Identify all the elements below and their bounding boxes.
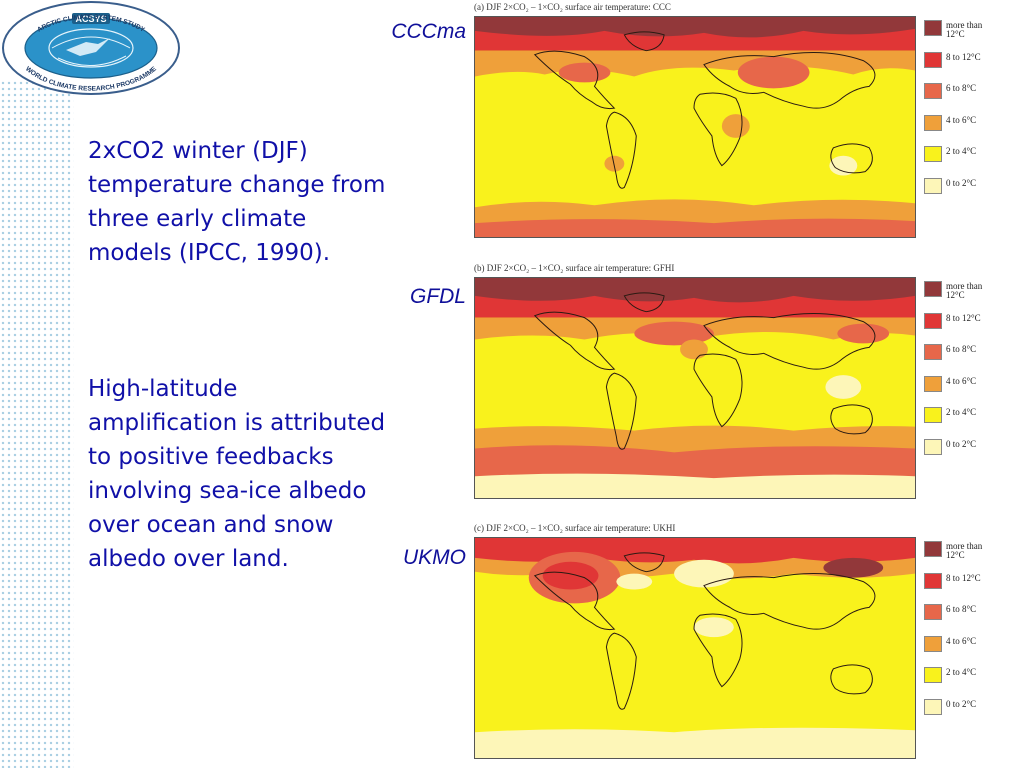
legend-label: 4 to 6°C xyxy=(946,635,977,646)
legend-swatch xyxy=(924,20,942,36)
legend-item-6-8: 6 to 8°C xyxy=(924,604,994,636)
legend-swatch xyxy=(924,344,942,360)
legend-swatch xyxy=(924,572,942,589)
legend-swatch xyxy=(924,51,942,68)
legend-item-6-8: 6 to 8°C xyxy=(924,344,994,376)
legend-label: 8 to 12°C xyxy=(946,312,981,323)
model-label-ukmo: UKMO xyxy=(403,546,466,569)
panel-title: (b) DJF 2×CO₂ – 1×CO₂ surface air temper… xyxy=(474,263,675,273)
description-paragraph: 2xCO2 winter (DJF) temperature change fr… xyxy=(88,138,386,266)
logo-center-text: ACSYS xyxy=(75,14,106,24)
legend-label: 4 to 6°C xyxy=(946,114,977,125)
legend-item-0-2: 0 to 2°C xyxy=(924,438,994,471)
legend-item-8-12: 8 to 12°C xyxy=(924,312,994,345)
model-label-gfdl: GFDL xyxy=(409,285,466,308)
legend-item-4-6: 4 to 6°C xyxy=(924,114,994,147)
legend-swatch xyxy=(924,83,942,99)
legend-swatch xyxy=(924,541,942,557)
legend-item-12p: more than 12°C xyxy=(924,20,994,52)
legend-label: 6 to 8°C xyxy=(946,83,977,93)
legend-swatch xyxy=(924,114,942,131)
legend-swatch xyxy=(924,698,942,715)
legend-label: 6 to 8°C xyxy=(946,344,977,354)
legend-label: 2 to 4°C xyxy=(946,146,977,156)
legend-item-4-6: 4 to 6°C xyxy=(924,635,994,668)
legend-label: 6 to 8°C xyxy=(946,604,977,614)
legend-item-12p: more than 12°C xyxy=(924,541,994,573)
explanation-paragraph: High-latitude amplification is attribute… xyxy=(88,376,386,572)
temperature-map xyxy=(474,537,916,759)
legend: more than 12°C 8 to 12°C 6 to 8°C 4 to 6… xyxy=(924,281,994,470)
legend: more than 12°C 8 to 12°C 6 to 8°C 4 to 6… xyxy=(924,541,994,730)
legend-label: 0 to 2°C xyxy=(946,698,977,709)
legend-swatch xyxy=(924,146,942,162)
legend-label: 2 to 4°C xyxy=(946,407,977,417)
legend-item-6-8: 6 to 8°C xyxy=(924,83,994,115)
temperature-map xyxy=(474,277,916,499)
legend-swatch xyxy=(924,281,942,297)
legend-item-12p: more than 12°C xyxy=(924,281,994,313)
legend-swatch xyxy=(924,438,942,455)
map-panel-ukhi: (c) DJF 2×CO₂ – 1×CO₂ surface air temper… xyxy=(472,523,992,759)
map-panel-ccc: (a) DJF 2×CO₂ – 1×CO₂ surface air temper… xyxy=(472,2,992,238)
legend-item-2-4: 2 to 4°C xyxy=(924,146,994,178)
legend-swatch xyxy=(924,635,942,652)
legend-item-2-4: 2 to 4°C xyxy=(924,667,994,699)
legend-label: 8 to 12°C xyxy=(946,572,981,583)
legend-swatch xyxy=(924,375,942,392)
model-label-cccma: CCCma xyxy=(391,20,466,43)
legend-label: more than 12°C xyxy=(946,281,983,300)
legend-item-0-2: 0 to 2°C xyxy=(924,177,994,210)
legend-label: more than 12°C xyxy=(946,20,983,39)
legend-item-2-4: 2 to 4°C xyxy=(924,407,994,439)
legend-swatch xyxy=(924,407,942,423)
legend-label: 8 to 12°C xyxy=(946,51,981,62)
legend-label: 2 to 4°C xyxy=(946,667,977,677)
legend-label: 0 to 2°C xyxy=(946,438,977,449)
legend-item-8-12: 8 to 12°C xyxy=(924,572,994,605)
legend-label: 4 to 6°C xyxy=(946,375,977,386)
legend-swatch xyxy=(924,667,942,683)
legend-item-0-2: 0 to 2°C xyxy=(924,698,994,731)
panel-title: (c) DJF 2×CO₂ – 1×CO₂ surface air temper… xyxy=(474,523,676,533)
legend: more than 12°C 8 to 12°C 6 to 8°C 4 to 6… xyxy=(924,20,994,209)
legend-swatch xyxy=(924,177,942,194)
panel-title: (a) DJF 2×CO₂ – 1×CO₂ surface air temper… xyxy=(474,2,671,12)
legend-item-8-12: 8 to 12°C xyxy=(924,51,994,84)
dotted-decoration xyxy=(0,80,74,768)
map-panel-gfhi: (b) DJF 2×CO₂ – 1×CO₂ surface air temper… xyxy=(472,263,992,499)
legend-swatch xyxy=(924,604,942,620)
legend-swatch xyxy=(924,312,942,329)
legend-label: more than 12°C xyxy=(946,541,983,560)
legend-label: 0 to 2°C xyxy=(946,177,977,188)
temperature-map xyxy=(474,16,916,238)
acsys-logo: ACSYS ARCTIC CLIMATE SYSTEM STUDY WORLD … xyxy=(2,1,180,95)
legend-item-4-6: 4 to 6°C xyxy=(924,375,994,408)
